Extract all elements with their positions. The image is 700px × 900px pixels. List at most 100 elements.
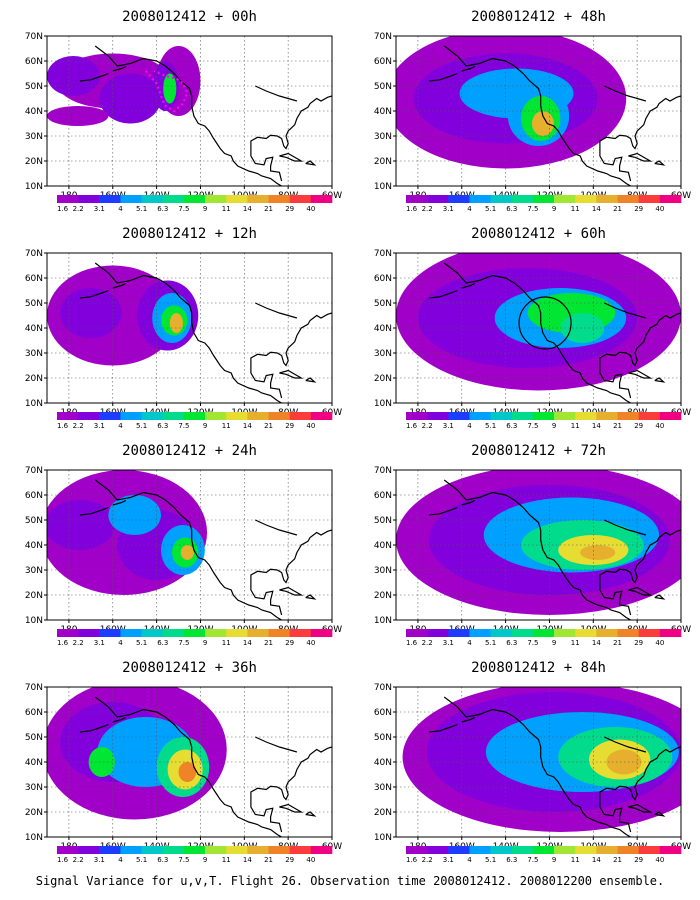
y-tick-label: 40N <box>25 758 43 768</box>
map-svg: 180160W140W120W100W80W60W10N20N30N40N50N… <box>25 32 342 213</box>
panel-title: 2008012412 + 48h <box>471 9 606 25</box>
colorbar-label: 29 <box>634 856 643 864</box>
colorbar-label: 14 <box>592 422 601 430</box>
colorbar-label: 6.3 <box>157 856 168 864</box>
colorbar-label: 5.1 <box>485 422 496 430</box>
colorbar-label: 11 <box>571 856 580 864</box>
coastline <box>112 499 127 506</box>
colorbar-label: 4 <box>467 422 472 430</box>
colorbar-label: 11 <box>571 205 580 213</box>
colorbar-swatch <box>575 629 597 637</box>
colorbar-label: 40 <box>655 422 664 430</box>
panel-title: 2008012412 + 84h <box>471 660 606 676</box>
y-tick-label: 20N <box>374 157 392 167</box>
coastline <box>461 282 476 289</box>
y-tick-label: 30N <box>374 349 392 359</box>
coastline <box>94 262 282 403</box>
variance-region <box>531 111 554 136</box>
y-tick-label: 60N <box>374 274 392 284</box>
colorbar-swatch <box>141 412 164 420</box>
colorbar-swatch <box>427 195 449 203</box>
y-tick-label: 40N <box>25 541 43 551</box>
colorbar-label: 9 <box>552 639 556 647</box>
colorbar-swatch <box>617 629 639 637</box>
y-tick-label: 20N <box>25 808 43 818</box>
variance-region <box>580 545 616 560</box>
y-tick-label: 20N <box>25 374 43 384</box>
colorbar-swatch <box>532 629 555 637</box>
colorbar-label: 40 <box>306 856 315 864</box>
colorbar-label: 29 <box>285 205 294 213</box>
y-tick-label: 20N <box>25 591 43 601</box>
colorbar-label: 3.1 <box>94 856 105 864</box>
colorbar-swatch <box>247 195 269 203</box>
colorbar-swatch <box>99 846 121 854</box>
colorbar-label: 9 <box>203 422 207 430</box>
colorbar-swatch <box>448 629 470 637</box>
map-svg: 180160W140W120W100W80W60W10N20N30N40N50N… <box>25 683 342 864</box>
colorbar-label: 6.3 <box>506 422 517 430</box>
colorbar-label: 6.3 <box>506 639 517 647</box>
y-tick-label: 50N <box>374 516 392 526</box>
colorbar-label: 29 <box>285 422 294 430</box>
colorbar-label: 7.5 <box>527 205 538 213</box>
map-svg: 180160W140W120W100W80W60W10N20N30N40N50N… <box>25 249 342 430</box>
colorbar-swatch <box>205 629 227 637</box>
colorbar-label: 4 <box>467 205 472 213</box>
coastline <box>279 586 304 596</box>
coastline <box>250 146 283 182</box>
y-tick-label: 50N <box>25 733 43 743</box>
colorbar-label: 9 <box>203 205 207 213</box>
coastline <box>79 72 109 82</box>
y-tick-label: 10N <box>25 182 43 192</box>
y-tick-label: 10N <box>374 833 392 843</box>
colorbar-label: 5.1 <box>136 639 147 647</box>
colorbar-label: 7.5 <box>527 856 538 864</box>
colorbar-swatch <box>99 629 121 637</box>
colorbar-swatch <box>659 629 682 637</box>
y-tick-label: 60N <box>25 57 43 67</box>
coastline <box>443 696 631 837</box>
map-panel: 2008012412 + 24h 180160W140W120W100W80W60… <box>15 439 351 654</box>
colorbar-swatch <box>310 846 333 854</box>
coastline <box>250 95 332 150</box>
colorbar-label: 1.6 <box>57 639 69 647</box>
colorbar-swatch <box>141 629 164 637</box>
map-svg: 180160W140W120W100W80W60W10N20N30N40N50N… <box>25 466 342 647</box>
colorbar-label: 11 <box>222 639 231 647</box>
colorbar-swatch <box>469 412 491 420</box>
colorbar-swatch <box>406 629 428 637</box>
coastline <box>628 152 653 162</box>
map-panel: 2008012412 + 60h180160W140W120W100W80W60… <box>364 222 700 437</box>
colorbar-label: 5.1 <box>485 639 496 647</box>
y-tick-label: 50N <box>25 82 43 92</box>
colorbar-label: 7.5 <box>527 422 538 430</box>
y-tick-label: 30N <box>25 783 43 793</box>
colorbar-swatch <box>427 629 449 637</box>
coastline <box>461 65 476 72</box>
colorbar-swatch <box>289 629 312 637</box>
coastline <box>599 95 681 150</box>
y-tick-label: 40N <box>374 541 392 551</box>
colorbar-label: 9 <box>203 639 207 647</box>
colorbar-swatch <box>183 412 206 420</box>
colorbar-label: 14 <box>243 205 252 213</box>
map-panel: 2008012412 + 12h180160W140W120W100W80W60… <box>15 222 351 437</box>
colorbar-swatch <box>226 195 248 203</box>
panel-title: 2008012412 + 24h <box>122 443 257 459</box>
y-tick-label: 60N <box>374 708 392 718</box>
colorbar-swatch <box>617 846 639 854</box>
panel-title: 2008012412 + 00h <box>122 9 257 25</box>
coastline <box>628 803 653 813</box>
colorbar-label: 40 <box>655 856 664 864</box>
coastline <box>599 797 632 833</box>
flight-track <box>144 69 189 113</box>
observation-circle <box>518 296 572 350</box>
y-tick-label: 70N <box>25 249 43 259</box>
colorbar-swatch <box>659 846 682 854</box>
colorbar-swatch <box>78 195 100 203</box>
y-tick-label: 30N <box>25 349 43 359</box>
colorbar-swatch <box>596 412 618 420</box>
colorbar-label: 2.2 <box>422 856 433 864</box>
colorbar-label: 29 <box>634 205 643 213</box>
